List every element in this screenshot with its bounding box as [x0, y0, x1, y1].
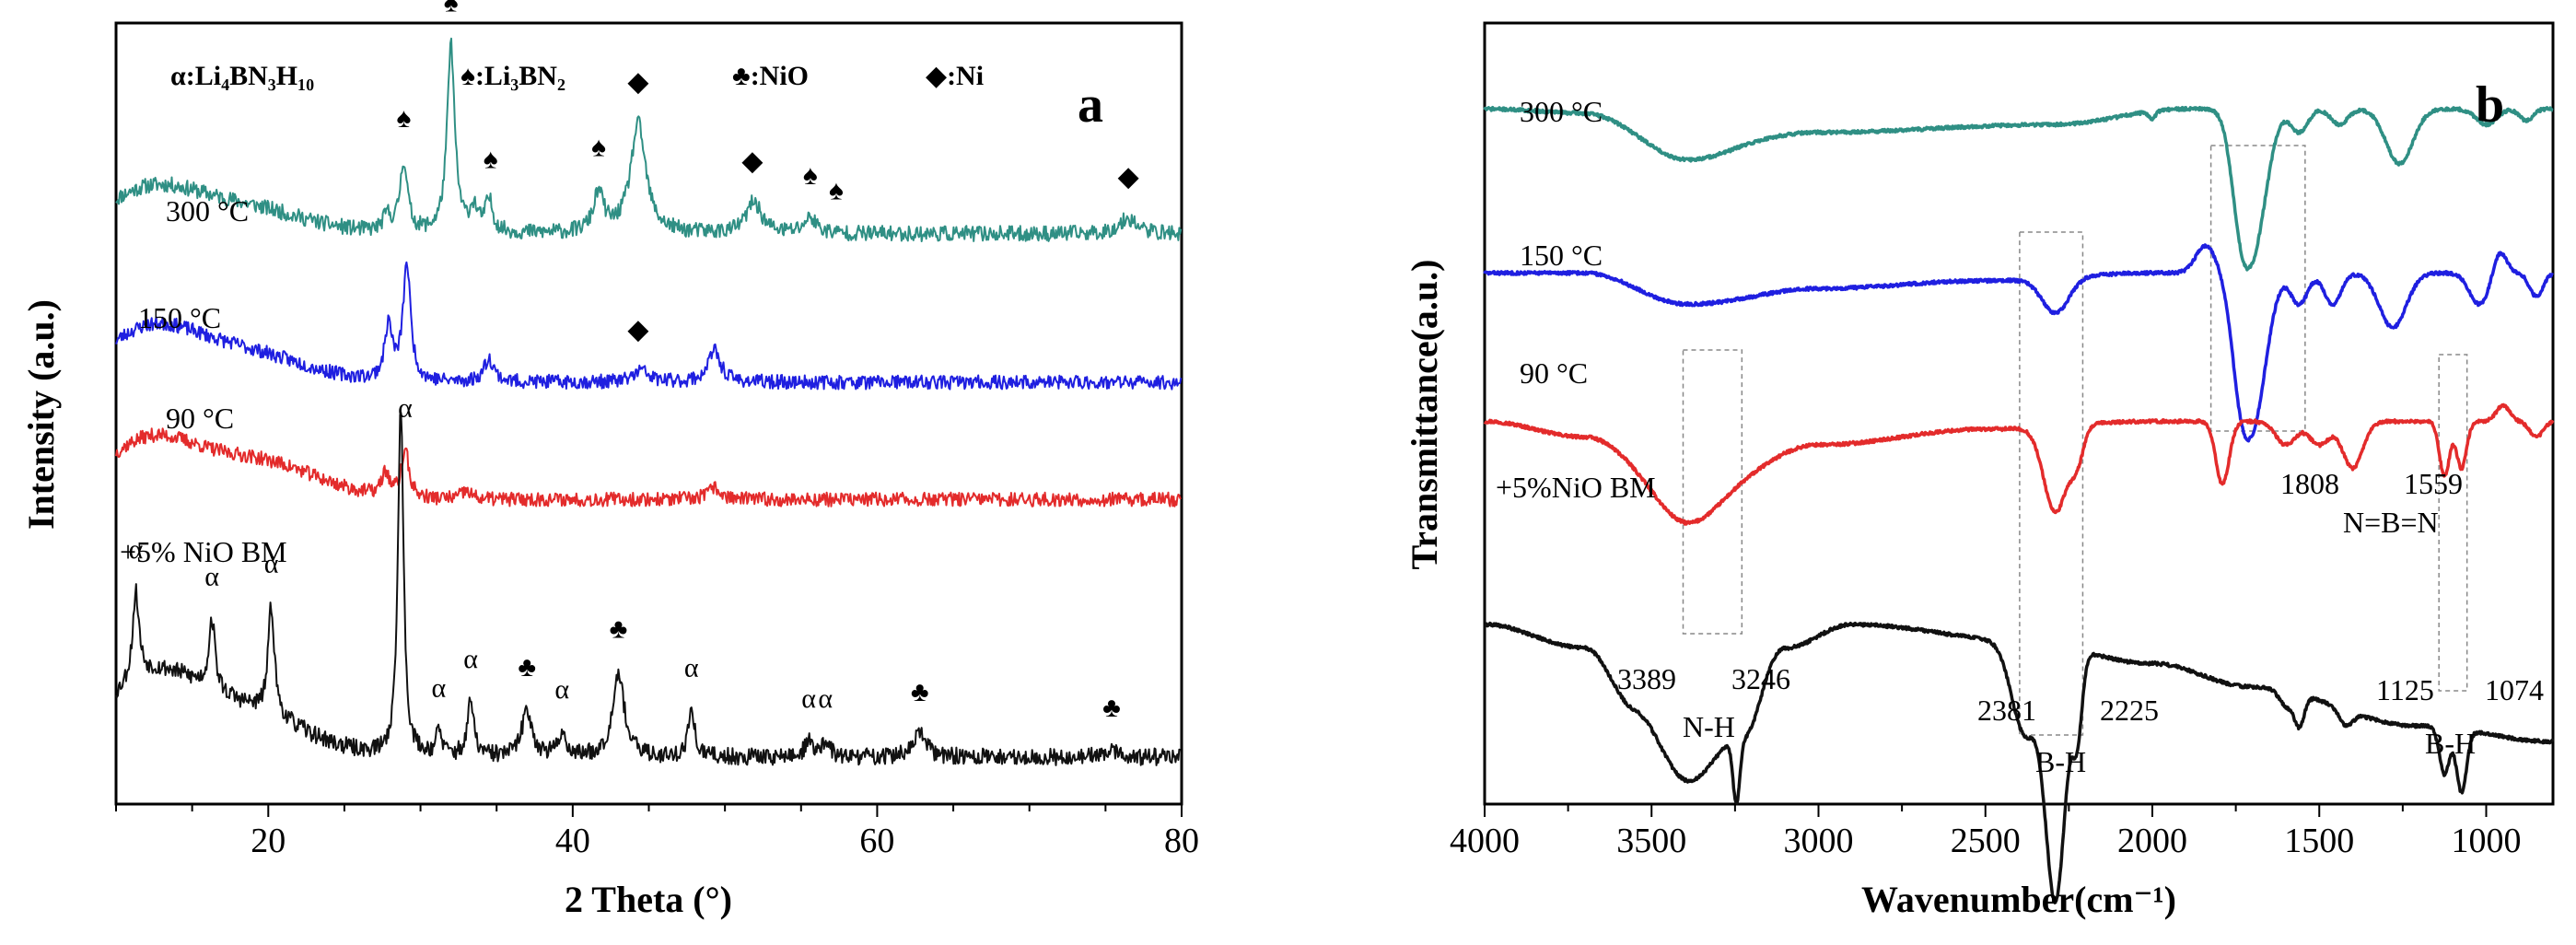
panel-a-peak-markers: ♠♠♠ ♠◆◆ ♠ ♠ ◆◆ααα ααα ♣α♣αα α ♣♣: [129, 0, 1139, 723]
peak-marker: ♠: [591, 133, 606, 163]
peak-marker: ◆: [1118, 161, 1139, 192]
panel-a-series-group: [115, 37, 1183, 766]
peak-marker: ♠: [484, 145, 498, 175]
series-label-90c: 90 °C: [166, 402, 234, 435]
annot-1808: 1808: [2280, 467, 2339, 500]
annot-1559: 1559: [2404, 467, 2463, 500]
peak-marker: α: [463, 644, 478, 674]
highlight-region-box: [2209, 145, 2306, 432]
panel-a-x-axis-title: 2 Theta (°): [565, 879, 732, 920]
peak-marker: α: [432, 673, 447, 704]
annot-3389: 3389: [1617, 662, 1676, 695]
peak-marker: ♠: [829, 175, 844, 205]
ftir-series-line-3: [1483, 621, 2555, 904]
panel-b-x-axis-title: Wavenumber(cm⁻¹): [1861, 879, 2176, 920]
legend-entry-li4bn3h10: α:Li₄BN₃H₁₀: [170, 61, 314, 91]
xrd-series-line-1: [115, 261, 1183, 391]
x-tick-label: 80: [1164, 822, 1199, 860]
peak-marker: α: [818, 683, 833, 714]
panel-b-plot-frame: [1483, 21, 2555, 806]
peak-marker: ◆: [741, 146, 763, 176]
peak-marker: ◆: [627, 66, 648, 97]
panel-a-y-axis-title: Intensity (a.u.): [20, 299, 62, 530]
annot-1125: 1125: [2376, 673, 2434, 706]
series-label-nio-bm: +5% NiO BM: [120, 535, 287, 568]
peak-marker: ♣: [911, 677, 929, 707]
annot-bh-2: B-H: [2425, 727, 2476, 760]
annot-2381: 2381: [1977, 694, 2036, 727]
peak-marker: ♠: [396, 103, 411, 134]
highlight-region-box: [2438, 354, 2468, 692]
x-tick-label: 20: [251, 822, 286, 860]
ftir-series-line-1: [1483, 243, 2555, 443]
panel-b-letter: b: [2476, 76, 2504, 134]
panel-b-y-axis-title: Transmittance(a.u.): [1404, 260, 1445, 570]
series-label-b-90c: 90 °C: [1520, 356, 1588, 390]
peak-marker: ♣: [1102, 693, 1121, 723]
xrd-series-line-3: [115, 412, 1182, 766]
x-tick-label: 3000: [1784, 822, 1854, 860]
peak-marker: ◆: [627, 315, 648, 345]
annot-2225: 2225: [2100, 694, 2159, 727]
x-tick-label: 40: [555, 822, 590, 860]
series-label-b-300c: 300 °C: [1520, 95, 1603, 128]
peak-marker: α: [129, 534, 144, 565]
peak-marker: α: [204, 562, 219, 592]
peak-marker: α: [801, 683, 816, 714]
panel-b-x-ticks: 4000 3500 3000 2500 2000 1500 1000: [1450, 804, 2522, 860]
xrd-series-line-2: [115, 427, 1182, 508]
x-tick-label: 4000: [1450, 822, 1520, 860]
x-tick-label: 2000: [2117, 822, 2187, 860]
peak-marker: ♣: [518, 652, 536, 682]
series-label-300c: 300 °C: [166, 194, 249, 228]
highlight-region-box: [2019, 231, 2084, 736]
xrd-series-line-0: [115, 37, 1183, 242]
series-label-b-nio-bm: +5%NiO BM: [1496, 471, 1656, 504]
annot-nbn: N=B=N: [2343, 506, 2439, 539]
peak-marker: α: [554, 674, 569, 705]
legend-entry-li3bn2: ♠:Li₃BN₂: [460, 61, 565, 91]
x-tick-label: 60: [859, 822, 894, 860]
peak-marker: α: [398, 393, 413, 424]
x-tick-label: 1500: [2284, 822, 2354, 860]
peak-marker: α: [264, 549, 279, 579]
ftir-series-line-0: [1483, 105, 2555, 272]
peak-marker: α: [684, 653, 699, 683]
legend-entry-nio: ♣:NiO: [732, 61, 809, 91]
panel-b-highlight-regions: [1682, 145, 2468, 736]
series-label-150c: 150 °C: [138, 301, 221, 334]
panel-a-x-ticks: 20 40 60 80: [115, 804, 1199, 860]
annot-nh: N-H: [1683, 710, 1735, 743]
annot-bh-1: B-H: [2035, 745, 2086, 778]
highlight-region-box: [1682, 349, 1743, 635]
panel-a-plot-frame: [114, 21, 1183, 806]
ftir-series-line-2: [1483, 402, 2555, 526]
x-tick-label: 3500: [1616, 822, 1686, 860]
peak-marker: ♠: [444, 0, 459, 18]
annot-1074: 1074: [2485, 673, 2544, 706]
panel-b-ftir-chart: 4000 3500 3000 2500 2000 1500 1000 b 300 °C 15…: [1404, 21, 2555, 920]
peak-marker: ♠: [803, 160, 818, 191]
panel-a-xrd-chart: 20 40 60 80 ♠♠♠ ♠◆◆ ♠ ♠ ◆◆ααα ααα ♣α♣αα α ♣♣ α:Li₄B…: [20, 0, 1199, 920]
annot-3246: 3246: [1731, 662, 1790, 695]
series-label-b-150c: 150 °C: [1520, 239, 1603, 272]
legend-entry-ni: ◆:Ni: [926, 61, 984, 91]
x-tick-label: 1000: [2452, 822, 2522, 860]
peak-marker: ♣: [610, 614, 628, 645]
panel-b-series-group: [1483, 105, 2555, 904]
x-tick-label: 2500: [1951, 822, 2021, 860]
panel-a-letter: a: [1078, 76, 1103, 134]
